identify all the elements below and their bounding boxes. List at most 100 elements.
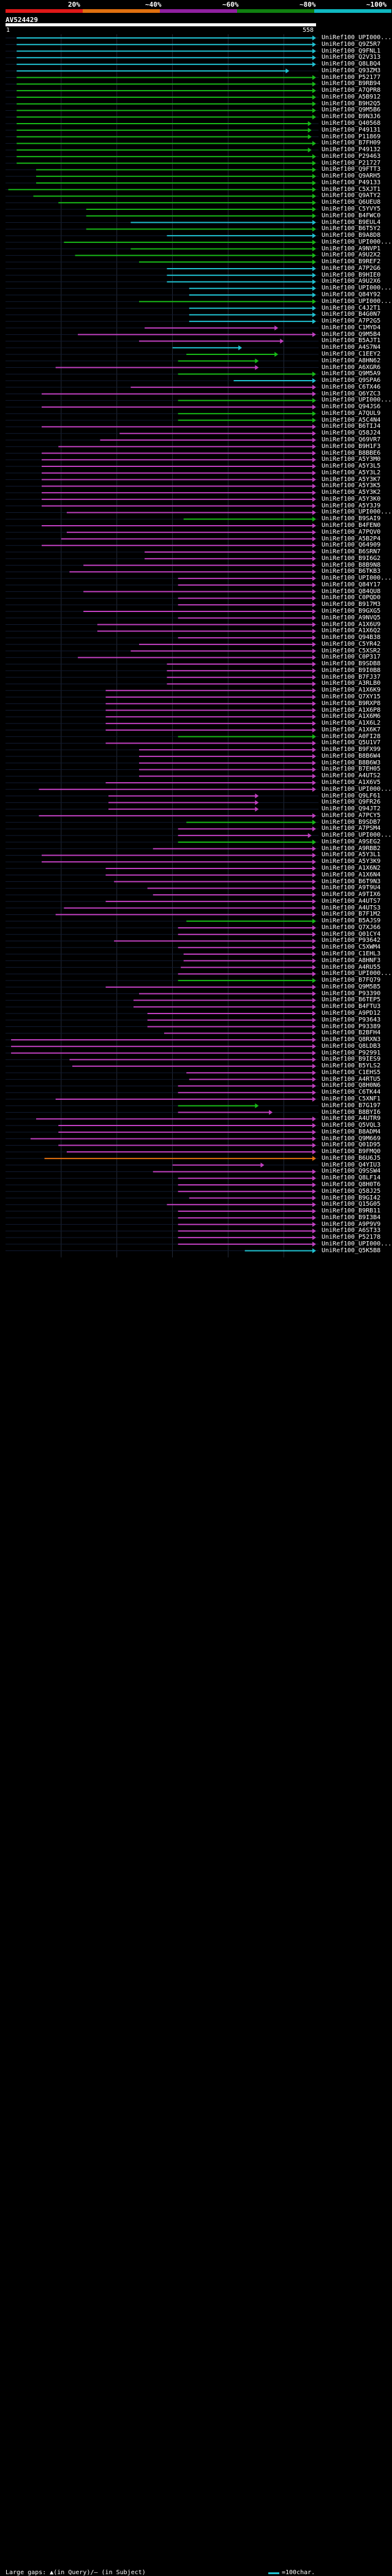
hit-label[interactable]: UniRef100_Q94B38 (322, 634, 381, 641)
hit-label[interactable]: UniRef100_A5Y3K2 (322, 489, 381, 496)
hit-label[interactable]: UniRef100_UPI000... (322, 397, 392, 404)
hit-label[interactable]: UniRef100_C1MYD4 (322, 324, 381, 331)
hit-label[interactable]: UniRef100_B7FH09 (322, 140, 381, 147)
hit-label[interactable]: UniRef100_A3RLB0 (322, 680, 381, 687)
hit-label[interactable]: UniRef100_A1X6Q2 (322, 627, 381, 635)
hit-label[interactable]: UniRef100_B9RB94 (322, 80, 381, 88)
hit-label[interactable]: UniRef100_B9SAI9 (322, 515, 381, 523)
hit-label[interactable]: UniRef100_B4G0N7 (322, 311, 381, 318)
hit-label[interactable]: UniRef100_UPI000... (322, 970, 392, 977)
hit-label[interactable]: UniRef100_P29463 (322, 152, 381, 160)
hit-label[interactable]: UniRef100_A9NVP1 (322, 245, 381, 252)
hit-label[interactable]: UniRef100_B9I0B8 (322, 666, 381, 674)
hit-label[interactable]: UniRef100_B7EH05 (322, 766, 381, 773)
hit-label[interactable]: UniRef100_Q84Y92 (322, 291, 381, 299)
hit-label[interactable]: UniRef100_P11869 (322, 133, 381, 140)
hit-label[interactable]: UniRef100_Q9FTT3 (322, 166, 381, 173)
hit-label[interactable]: UniRef100_Q2V313 (322, 54, 381, 61)
hit-label[interactable]: UniRef100_A9RBB2 (322, 845, 381, 852)
hit-label[interactable]: UniRef100_Q84QU8 (322, 588, 381, 595)
hit-label[interactable]: UniRef100_A1X6N4 (322, 871, 381, 878)
hit-label[interactable]: UniRef100_UPI000... (322, 34, 392, 41)
hit-label[interactable]: UniRef100_A5Y3M0 (322, 456, 381, 463)
hit-label[interactable]: UniRef100_C5YVY5 (322, 206, 381, 213)
hit-label[interactable]: UniRef100_P93389 (322, 1023, 381, 1030)
hit-label[interactable]: UniRef100_A9U2X6 (322, 278, 381, 285)
hit-label[interactable]: UniRef100_B6TIJ4 (322, 423, 381, 430)
hit-label[interactable]: UniRef100_UPI000... (322, 575, 392, 582)
hit-label[interactable]: UniRef100_Q01CY4 (322, 930, 381, 938)
hit-label[interactable]: UniRef100_A5Y3K5 (322, 482, 381, 490)
hit-label[interactable]: UniRef100_Q7XJ66 (322, 924, 381, 931)
hit-label[interactable]: UniRef100_Q7XY15 (322, 693, 381, 700)
hit-label[interactable]: UniRef100_B9GI42 (322, 1194, 381, 1201)
hit-label[interactable]: UniRef100_B917M3 (322, 601, 381, 608)
hit-label[interactable]: UniRef100_B6TKB3 (322, 568, 381, 575)
hit-label[interactable]: UniRef100_A4S7N4 (322, 344, 381, 351)
hit-label[interactable]: UniRef100_A5B912 (322, 93, 381, 100)
hit-label[interactable]: UniRef100_A7PSM4 (322, 825, 381, 832)
hit-label[interactable]: UniRef100_Q93ZM3 (322, 67, 381, 74)
hit-label[interactable]: UniRef100_B9H2Q5 (322, 100, 381, 107)
hit-label[interactable]: UniRef100_B9SDB7 (322, 818, 381, 826)
hit-label[interactable]: UniRef100_A5Y3L5 (322, 463, 381, 470)
hit-label[interactable]: UniRef100_A7PCY5 (322, 812, 381, 819)
hit-label[interactable]: UniRef100_A4UTR9 (322, 1115, 381, 1122)
hit-label[interactable]: UniRef100_Q69VR7 (322, 436, 381, 443)
hit-label[interactable]: UniRef100_Q6YZC3 (322, 390, 381, 397)
hit-label[interactable]: UniRef100_UPI000... (322, 238, 392, 245)
hit-label[interactable]: UniRef100_A4UTS2 (322, 772, 381, 780)
hit-label[interactable]: UniRef100_B9H1F3 (322, 442, 381, 450)
hit-label[interactable]: UniRef100_UPI000... (322, 285, 392, 292)
hit-label[interactable]: UniRef100_B8BBE6 (322, 449, 381, 457)
hit-label[interactable]: UniRef100_C5YR42 (322, 640, 381, 648)
hit-label[interactable]: UniRef100_B2BFH4 (322, 1029, 381, 1037)
hit-label[interactable]: UniRef100_C0PQD0 (322, 594, 381, 602)
hit-label[interactable]: UniRef100_B8B6W4 (322, 752, 381, 760)
hit-label[interactable]: UniRef100_B7F1M2 (322, 911, 381, 918)
hit-label[interactable]: UniRef100_A7P2G5 (322, 318, 381, 325)
hit-label[interactable]: UniRef100_B9IES9 (322, 1056, 381, 1063)
hit-label[interactable]: UniRef100_A8HN62 (322, 357, 381, 364)
hit-label[interactable]: UniRef100_A4UTS7 (322, 897, 381, 905)
hit-label[interactable]: UniRef100_Q8LBQ4 (322, 61, 381, 68)
hit-label[interactable]: UniRef100_A5Y3K7 (322, 476, 381, 483)
hit-label[interactable]: UniRef100_C1EHS5 (322, 1069, 381, 1076)
hit-label[interactable]: UniRef100_A4UTS3 (322, 904, 381, 911)
hit-label[interactable]: UniRef100_P49132 (322, 146, 381, 154)
hit-label[interactable]: UniRef100_B9FMQ0 (322, 1148, 381, 1155)
hit-label[interactable]: UniRef100_C6TX46 (322, 383, 381, 390)
hit-label[interactable]: UniRef100_Q6UEU8 (322, 199, 381, 206)
hit-label[interactable]: UniRef100_B9I6G2 (322, 554, 381, 562)
hit-label[interactable]: UniRef100_UPI000... (322, 785, 392, 793)
hit-label[interactable]: UniRef100_A9T9U4 (322, 884, 381, 892)
hit-label[interactable]: UniRef100_C5XSR2 (322, 647, 381, 654)
hit-label[interactable]: UniRef100_A9TIX6 (322, 891, 381, 898)
hit-label[interactable]: UniRef100_A7QPR8 (322, 87, 381, 94)
hit-label[interactable]: UniRef100_UPI000... (322, 832, 392, 839)
hit-label[interactable]: UniRef100_Q9M5B5 (322, 983, 381, 990)
hit-label[interactable]: UniRef100_C5XWM4 (322, 944, 381, 951)
hit-label[interactable]: UniRef100_B9RXP8 (322, 700, 381, 707)
hit-label[interactable]: UniRef100_Q9ARH5 (322, 173, 381, 180)
hit-label[interactable]: UniRef100_Q58J25 (322, 1187, 381, 1195)
hit-label[interactable]: UniRef100_P92991 (322, 1049, 381, 1056)
hit-label[interactable]: UniRef100_A1X6L2 (322, 720, 381, 727)
hit-label[interactable]: UniRef100_Q9FNL1 (322, 47, 381, 54)
hit-label[interactable]: UniRef100_B6T9N3 (322, 878, 381, 885)
hit-label[interactable]: UniRef100_Q8H0T6 (322, 1181, 381, 1188)
hit-label[interactable]: UniRef100_P93642 (322, 937, 381, 944)
hit-label[interactable]: UniRef100_C4J2T1 (322, 304, 381, 312)
hit-label[interactable]: UniRef100_C5XJT1 (322, 185, 381, 193)
hit-label[interactable]: UniRef100_Q9Z5R7 (322, 40, 381, 48)
hit-label[interactable]: UniRef100_B8ADM4 (322, 1128, 381, 1135)
hit-label[interactable]: UniRef100_Q94JS6 (322, 403, 381, 411)
hit-label[interactable]: UniRef100_A0FI28 (322, 733, 381, 740)
hit-label[interactable]: UniRef100_P49131 (322, 126, 381, 133)
hit-label[interactable]: UniRef100_C5XNF1 (322, 1095, 381, 1102)
hit-label[interactable]: UniRef100_Q8RXN3 (322, 1036, 381, 1043)
hit-label[interactable]: UniRef100_Q84Y17 (322, 581, 381, 588)
hit-label[interactable]: UniRef100_A9U2X2 (322, 252, 381, 259)
hit-label[interactable]: UniRef100_B9SDB8 (322, 660, 381, 668)
hit-label[interactable]: UniRef100_A4RTU5 (322, 1075, 381, 1083)
